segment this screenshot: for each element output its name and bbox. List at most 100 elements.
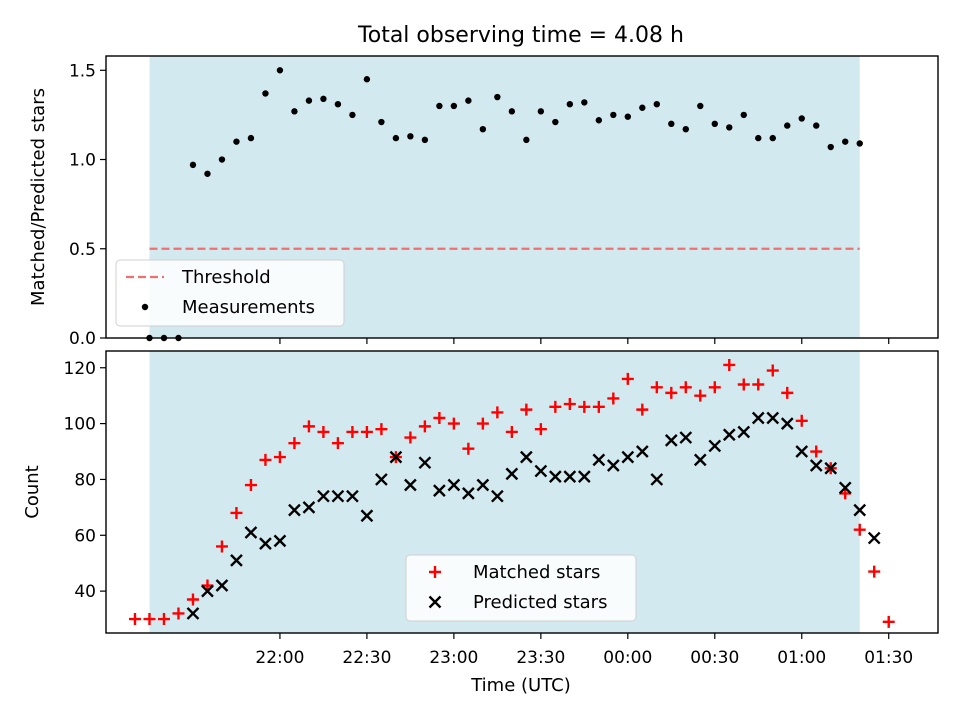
matched-star-point	[476, 417, 489, 430]
count-panel: 40 60 80 100 120 Count 22:00 22:30 23:00 23:30 00:…	[22, 350, 939, 668]
legend-predicted-swatch	[428, 595, 442, 609]
matched-star-point	[331, 437, 344, 450]
predicted-star-point	[809, 459, 823, 472]
predicted-star-point	[346, 489, 359, 503]
predicted-star-point	[230, 554, 243, 567]
y-tick-label: 100	[64, 415, 96, 435]
predicted-star-point	[650, 473, 664, 486]
measurement-point	[247, 134, 255, 142]
matched-star-point	[882, 615, 895, 628]
measurement-point	[827, 143, 834, 151]
measurement-point	[334, 100, 342, 108]
matched-star-point	[317, 425, 330, 438]
predicted-star-point	[737, 425, 751, 439]
matched-star-point	[404, 431, 417, 444]
matched-star-point	[549, 400, 562, 413]
legend-measurements-swatch	[141, 303, 149, 311]
predicted-star-point	[635, 445, 649, 458]
measurement-point	[552, 118, 559, 126]
predicted-star-point	[360, 509, 374, 523]
predicted-star-point	[186, 607, 200, 620]
x-tick-label: 22:00	[255, 648, 304, 668]
predicted-star-point	[751, 411, 765, 425]
measurement-point	[465, 97, 472, 104]
y-tick-label: 0.5	[69, 240, 96, 260]
matched-star-point	[665, 386, 678, 399]
measurement-point	[233, 138, 240, 145]
measurement-point	[813, 122, 820, 129]
matched-star-point	[360, 425, 373, 438]
predicted-star-point	[780, 417, 794, 430]
matched-star-point	[288, 437, 301, 450]
matched-star-point	[462, 442, 475, 455]
matched-star-point	[244, 479, 257, 492]
predicted-star-point	[389, 450, 403, 464]
measurement-point	[189, 161, 197, 169]
measurement-point	[856, 140, 863, 147]
matched-star-point	[375, 423, 388, 436]
predicted-star-point	[418, 456, 432, 470]
predicted-star-point	[505, 467, 519, 481]
matched-star-point	[418, 420, 431, 433]
measurement-point	[378, 118, 385, 126]
measurement-point	[523, 136, 530, 144]
measurement-point	[494, 93, 501, 101]
y-tick-label: 1.5	[69, 61, 96, 81]
matched-star-point	[795, 414, 808, 427]
predicted-star-point	[244, 526, 258, 539]
matched-star-point	[186, 593, 199, 606]
x-tick-label: 00:00	[603, 648, 652, 668]
measurement-point	[711, 120, 718, 128]
measurement-point	[566, 100, 574, 108]
axes-frame	[105, 350, 939, 634]
x-tick-label: 00:30	[690, 648, 739, 668]
measurement-point	[624, 113, 632, 120]
measurement-point	[610, 111, 617, 119]
legend-box	[115, 259, 345, 327]
matched-star-point	[433, 412, 446, 425]
axes-frame	[105, 55, 939, 339]
matched-star-point	[592, 400, 605, 413]
legend-measurements-label: Measurements	[182, 297, 315, 318]
predicted-star-point	[259, 537, 272, 551]
matched-star-point	[810, 445, 823, 458]
predicted-star-point	[838, 481, 852, 495]
matched-star-point	[157, 613, 170, 626]
matched-star-point	[853, 523, 866, 536]
y-axis-label: Matched/Predicted stars	[28, 88, 49, 306]
matched-star-point	[520, 403, 533, 416]
predicted-star-point	[331, 489, 345, 503]
matched-star-point	[607, 392, 620, 405]
measurement-point	[595, 117, 603, 124]
measurement-point	[392, 134, 400, 142]
matched-star-point	[650, 381, 663, 394]
measurement-point	[363, 76, 371, 83]
predicted-star-point	[215, 579, 229, 592]
measurement-point	[653, 100, 661, 108]
measurement-point	[262, 90, 269, 97]
measurement-point	[508, 108, 516, 115]
measurement-point	[798, 115, 805, 122]
measurement-point	[349, 111, 356, 119]
measurement-point	[668, 120, 675, 128]
x-tick-label: 01:30	[864, 648, 913, 668]
legend-matched-swatch	[429, 566, 441, 578]
predicted-star-point	[606, 459, 620, 472]
matched-star-point	[737, 378, 750, 391]
y-axis-label: Count	[22, 465, 43, 518]
predicted-star-point	[273, 534, 287, 548]
measurement-point	[784, 122, 791, 129]
y-tick-label: 0.0	[69, 329, 96, 349]
measurement-point	[421, 136, 429, 144]
measurement-point	[581, 99, 588, 106]
matched-star-point	[505, 425, 518, 438]
x-tick-label: 23:00	[429, 648, 478, 668]
predicted-star-point	[302, 501, 316, 514]
predicted-star-point	[824, 461, 838, 475]
predicted-star-point	[621, 450, 635, 464]
measurement-point	[726, 124, 733, 131]
predicted-star-point	[534, 464, 548, 478]
matched-star-point	[578, 400, 591, 413]
legend-predicted-label: Predicted stars	[473, 592, 607, 613]
